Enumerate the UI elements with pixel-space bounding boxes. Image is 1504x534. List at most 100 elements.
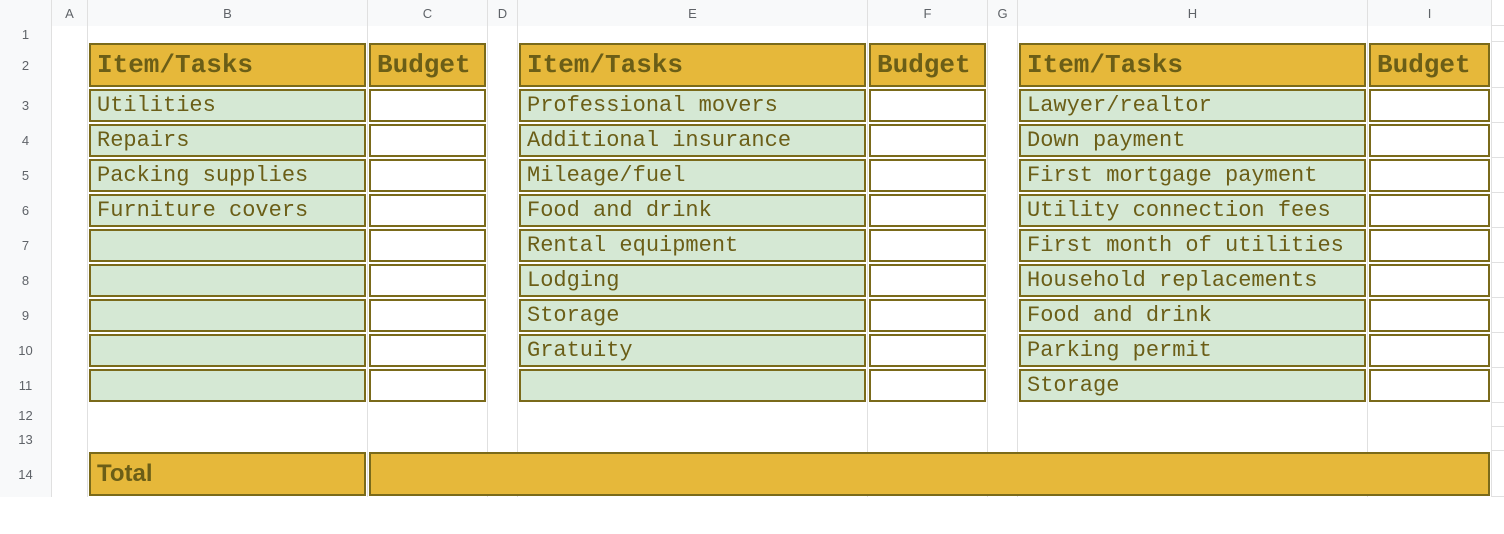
cell[interactable] <box>1018 427 1368 451</box>
cell[interactable] <box>518 427 868 451</box>
cell[interactable] <box>488 158 518 193</box>
cell[interactable]: Down payment <box>1018 123 1368 158</box>
col-header-B[interactable]: B <box>88 0 368 26</box>
cell[interactable]: Lawyer/realtor <box>1018 88 1368 123</box>
cell[interactable] <box>488 403 518 427</box>
cell[interactable] <box>88 298 368 333</box>
row-header-2[interactable]: 2 <box>0 42 52 88</box>
cell[interactable] <box>368 333 488 368</box>
cell[interactable] <box>1368 26 1492 42</box>
row-header-3[interactable]: 3 <box>0 88 52 123</box>
select-all-corner[interactable] <box>0 0 52 26</box>
cell[interactable] <box>88 403 368 427</box>
cell[interactable] <box>1368 193 1492 228</box>
cell[interactable] <box>52 158 88 193</box>
cell[interactable] <box>488 451 518 497</box>
cell[interactable] <box>488 368 518 403</box>
cell[interactable]: Utility connection fees <box>1018 193 1368 228</box>
cell[interactable]: Household replacements <box>1018 263 1368 298</box>
cell[interactable] <box>488 333 518 368</box>
cell[interactable] <box>1368 228 1492 263</box>
cell[interactable]: Mileage/fuel <box>518 158 868 193</box>
cell[interactable] <box>518 403 868 427</box>
cell[interactable]: First month of utilities <box>1018 228 1368 263</box>
cell[interactable] <box>988 403 1018 427</box>
cell[interactable]: Storage <box>1018 368 1368 403</box>
cell[interactable]: Food and drink <box>518 193 868 228</box>
cell[interactable] <box>52 333 88 368</box>
cell[interactable] <box>1368 451 1492 497</box>
cell[interactable] <box>368 88 488 123</box>
cell[interactable] <box>488 298 518 333</box>
cell[interactable] <box>988 88 1018 123</box>
cell[interactable] <box>868 158 988 193</box>
cell[interactable] <box>988 26 1018 42</box>
cell[interactable] <box>868 427 988 451</box>
cell[interactable] <box>368 26 488 42</box>
cell[interactable] <box>488 263 518 298</box>
cell[interactable] <box>1368 158 1492 193</box>
cell[interactable] <box>52 123 88 158</box>
header-item-tasks[interactable]: Item/Tasks <box>518 42 868 88</box>
cell[interactable]: Food and drink <box>1018 298 1368 333</box>
cell[interactable] <box>988 158 1018 193</box>
cell[interactable] <box>988 123 1018 158</box>
cell[interactable]: Storage <box>518 298 868 333</box>
cell[interactable] <box>868 228 988 263</box>
col-header-I[interactable]: I <box>1368 0 1492 26</box>
cell[interactable] <box>868 123 988 158</box>
row-header-13[interactable]: 13 <box>0 427 52 451</box>
cell[interactable]: Utilities <box>88 88 368 123</box>
cell[interactable] <box>88 263 368 298</box>
cell[interactable] <box>88 427 368 451</box>
cell[interactable]: Lodging <box>518 263 868 298</box>
cell[interactable] <box>88 26 368 42</box>
col-header-C[interactable]: C <box>368 0 488 26</box>
cell[interactable] <box>52 298 88 333</box>
cell[interactable] <box>88 228 368 263</box>
cell[interactable] <box>988 228 1018 263</box>
cell[interactable] <box>52 451 88 497</box>
cell[interactable]: Parking permit <box>1018 333 1368 368</box>
cell[interactable] <box>88 333 368 368</box>
cell[interactable] <box>1368 368 1492 403</box>
cell[interactable] <box>868 403 988 427</box>
col-header-H[interactable]: H <box>1018 0 1368 26</box>
col-header-E[interactable]: E <box>518 0 868 26</box>
cell[interactable] <box>988 263 1018 298</box>
cell[interactable] <box>1368 88 1492 123</box>
cell[interactable] <box>52 427 88 451</box>
cell[interactable] <box>988 298 1018 333</box>
cell[interactable] <box>868 298 988 333</box>
cell[interactable] <box>488 88 518 123</box>
cell[interactable] <box>868 333 988 368</box>
cell[interactable] <box>868 368 988 403</box>
cell[interactable] <box>1018 403 1368 427</box>
cell[interactable] <box>1368 333 1492 368</box>
cell[interactable] <box>518 451 868 497</box>
cell[interactable] <box>868 26 988 42</box>
header-budget[interactable]: Budget <box>868 42 988 88</box>
cell[interactable]: Repairs <box>88 123 368 158</box>
row-header-10[interactable]: 10 <box>0 333 52 368</box>
header-item-tasks[interactable]: Item/Tasks <box>1018 42 1368 88</box>
cell[interactable] <box>988 333 1018 368</box>
cell[interactable]: Furniture covers <box>88 193 368 228</box>
header-budget[interactable]: Budget <box>368 42 488 88</box>
cell[interactable] <box>1368 427 1492 451</box>
cell[interactable] <box>868 193 988 228</box>
cell[interactable] <box>52 368 88 403</box>
cell[interactable] <box>488 193 518 228</box>
cell[interactable] <box>368 228 488 263</box>
row-header-6[interactable]: 6 <box>0 193 52 228</box>
cell[interactable] <box>1368 403 1492 427</box>
cell[interactable] <box>488 26 518 42</box>
row-header-8[interactable]: 8 <box>0 263 52 298</box>
cell[interactable] <box>988 427 1018 451</box>
cell[interactable] <box>868 451 988 497</box>
cell[interactable] <box>368 263 488 298</box>
cell[interactable] <box>988 451 1018 497</box>
cell[interactable] <box>52 42 88 88</box>
cell[interactable]: Additional insurance <box>518 123 868 158</box>
cell[interactable] <box>518 26 868 42</box>
